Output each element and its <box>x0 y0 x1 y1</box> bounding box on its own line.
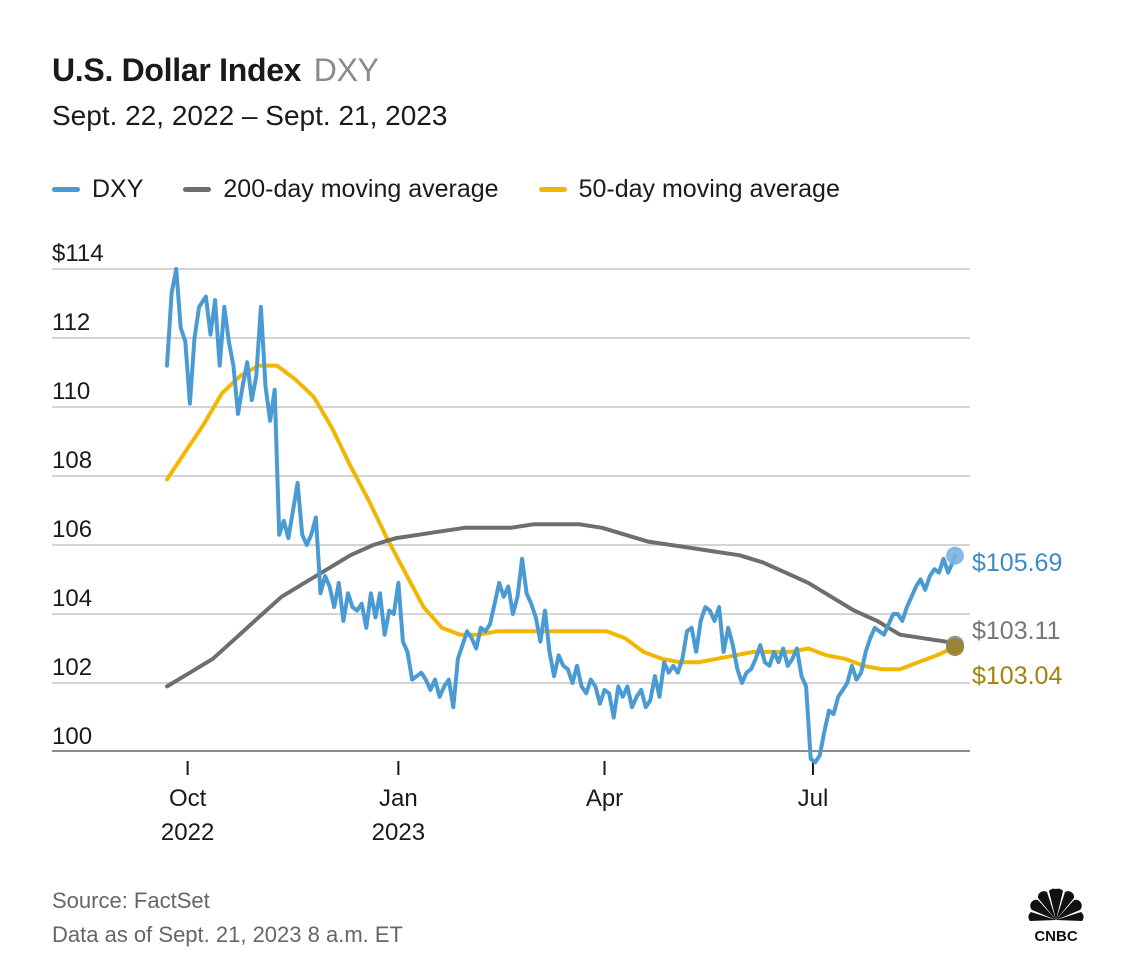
series-line-50-day-ma <box>165 363 957 672</box>
end-label-dxy: $105.69 <box>972 549 1062 577</box>
end-label-50-day: $103.04 <box>972 662 1062 690</box>
x-tick-label: Jul <box>798 785 829 812</box>
legend-swatch-50-day <box>538 186 567 192</box>
y-tick-label: 110 <box>52 378 90 405</box>
data-as-of-text: Data as of Sept. 21, 2023 8 a.m. ET <box>52 922 403 947</box>
legend: DXY 200-day moving average 50-day moving… <box>52 172 880 206</box>
x-tick-label: Apr <box>586 785 623 812</box>
end-markers: $105.69 $103.11 $103.04 <box>946 546 1062 690</box>
chart-title: U.S. Dollar Index DXY <box>52 52 379 89</box>
legend-swatch-200-day <box>183 186 212 192</box>
axes: $114 112 110 108 106 104 102 100 Oct 2022 Jan 2023 A… <box>52 240 970 846</box>
legend-item-dxy: DXY <box>52 175 143 204</box>
series-line-200-day-ma <box>165 522 957 689</box>
x-tick-year-label: 2022 <box>161 819 214 846</box>
end-dot-50-day <box>946 638 964 657</box>
series-line-dxy <box>165 267 957 765</box>
legend-label-50-day: 50-day moving average <box>578 174 840 203</box>
series-lines <box>165 267 957 765</box>
source-note: Source: FactSet Data as of Sept. 21, 202… <box>52 884 403 952</box>
cnbc-logo-icon: CNBC <box>1028 888 1084 944</box>
legend-item-50-day: 50-day moving average <box>538 174 840 204</box>
gridlines <box>52 268 970 684</box>
legend-label-dxy: DXY <box>92 174 144 203</box>
y-tick-label: 100 <box>52 723 92 750</box>
y-tick-label: 106 <box>52 516 92 543</box>
legend-item-200-day: 200-day moving average <box>183 174 499 204</box>
chart-title-text: U.S. Dollar Index <box>52 52 302 88</box>
cnbc-logo-text: CNBC <box>1034 928 1077 944</box>
y-tick-label: 112 <box>52 309 90 336</box>
y-tick-label: $114 <box>52 240 104 267</box>
legend-label-200-day: 200-day moving average <box>223 174 499 203</box>
chart-ticker: DXY <box>313 52 379 88</box>
end-dot-dxy <box>946 546 964 565</box>
end-label-200-day: $103.11 <box>972 617 1061 645</box>
x-tick-label: Oct <box>169 785 207 812</box>
y-tick-label: 108 <box>52 447 92 474</box>
legend-swatch-dxy <box>52 186 80 192</box>
y-tick-label: 102 <box>52 654 92 681</box>
chart-subtitle: Sept. 22, 2022 – Sept. 21, 2023 <box>52 100 448 131</box>
source-text: Source: FactSet <box>52 888 210 913</box>
x-tick-label: Jan <box>379 785 418 812</box>
y-tick-label: 104 <box>52 585 92 612</box>
x-tick-year-label: 2023 <box>372 819 425 846</box>
